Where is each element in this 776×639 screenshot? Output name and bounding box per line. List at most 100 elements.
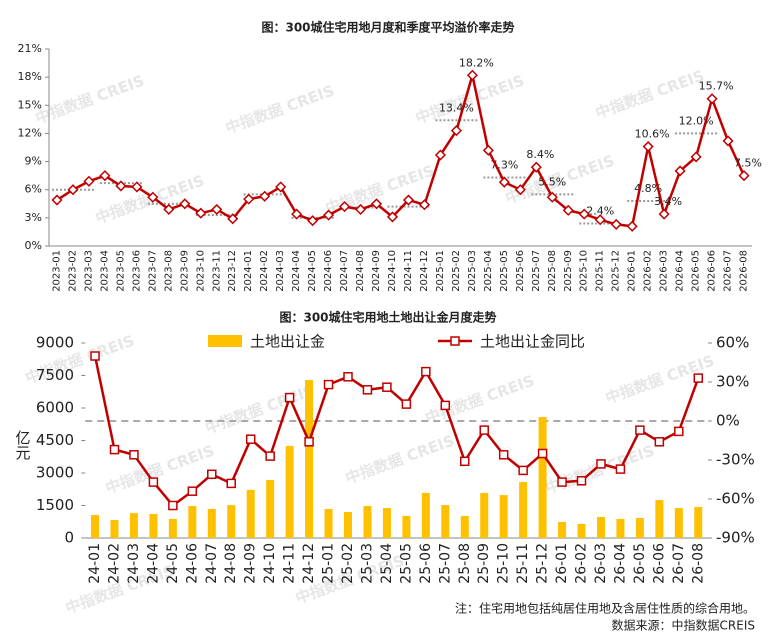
marker xyxy=(514,184,526,196)
marker xyxy=(498,450,509,460)
bar xyxy=(674,508,683,538)
y-tick-label: 15% xyxy=(18,98,42,111)
x-tick-label: 24-01 xyxy=(87,543,103,584)
marker xyxy=(642,141,654,153)
marker xyxy=(460,456,470,467)
bar xyxy=(596,516,605,538)
x-tick-label: 25-01 xyxy=(321,543,337,584)
marker xyxy=(284,392,295,403)
marker xyxy=(304,437,314,447)
marker xyxy=(109,444,120,455)
marker xyxy=(546,191,558,203)
y-tick-label: 0% xyxy=(25,239,42,252)
bar xyxy=(635,518,644,538)
quarter-label: 2.4% xyxy=(586,204,614,217)
legend-label: 土地出让金 xyxy=(250,333,325,351)
bar xyxy=(382,508,391,538)
marker xyxy=(211,203,223,215)
x-tick-label: 2024-06 xyxy=(323,250,334,292)
x-tick-label: 2023-09 xyxy=(179,250,190,292)
x-tick-label: 25-07 xyxy=(437,543,453,584)
marker xyxy=(654,437,665,447)
x-tick-label: 2025-06 xyxy=(515,250,526,292)
bar xyxy=(402,515,411,538)
x-tick-label: 24-11 xyxy=(282,543,298,584)
marker xyxy=(576,476,587,486)
x-tick-label: 2024-09 xyxy=(371,250,382,292)
x-tick-label: 25-06 xyxy=(418,543,434,584)
marker xyxy=(187,486,198,496)
y-tick-label: 0 xyxy=(64,529,74,547)
x-tick-label: 26-03 xyxy=(593,543,609,584)
x-tick-label: 25-08 xyxy=(457,543,473,584)
marker xyxy=(562,204,574,216)
x-tick-label: 2023-11 xyxy=(211,250,222,292)
x-tick-label: 2024-04 xyxy=(291,250,302,292)
x-tick-label: 2023-10 xyxy=(195,250,206,292)
marker xyxy=(291,208,303,220)
x-tick-label: 2024-07 xyxy=(339,250,350,292)
data-label: 15.7% xyxy=(699,80,734,93)
x-tick-label: 2024-03 xyxy=(275,250,286,292)
x-tick-label: 2025-01 xyxy=(435,250,446,292)
marker xyxy=(674,426,684,437)
marker xyxy=(51,194,63,206)
bar xyxy=(266,479,275,538)
x-tick-label: 2023-06 xyxy=(131,250,142,292)
marker xyxy=(343,372,353,382)
marker xyxy=(83,175,95,187)
marker xyxy=(207,469,217,480)
x-tick-label: 26-02 xyxy=(574,543,590,584)
bar xyxy=(227,505,236,538)
marker xyxy=(243,193,255,205)
x-tick-label: 25-02 xyxy=(340,543,356,584)
bar xyxy=(363,505,372,538)
marker xyxy=(594,214,606,226)
x-tick-label: 2023-12 xyxy=(227,250,238,292)
marker xyxy=(498,176,510,188)
x-tick-label: 24-09 xyxy=(243,543,259,584)
x-tick-label: 26-07 xyxy=(671,543,687,584)
bar xyxy=(558,521,567,538)
y2-tick-label: -30% xyxy=(716,451,755,469)
marker xyxy=(421,366,431,377)
marker xyxy=(635,425,645,435)
bar xyxy=(441,505,450,538)
x-tick-label: 2025-11 xyxy=(595,250,606,292)
marker xyxy=(557,477,567,487)
data-label: 8.4% xyxy=(526,148,554,161)
bar xyxy=(305,380,314,538)
marker xyxy=(450,125,462,137)
x-tick-label: 24-03 xyxy=(126,543,142,584)
watermark: 中指数据 CREIS xyxy=(543,442,657,498)
marker xyxy=(738,170,750,182)
x-tick-label: 2025-02 xyxy=(451,250,462,292)
marker xyxy=(690,151,702,163)
x-tick-label: 2023-03 xyxy=(83,250,94,292)
bar xyxy=(499,495,508,538)
x-tick-label: 2024-01 xyxy=(243,250,254,292)
bar xyxy=(616,518,625,538)
y-tick-label: 21% xyxy=(18,42,42,55)
marker xyxy=(245,434,256,444)
x-tick-label: 24-04 xyxy=(145,543,161,584)
marker xyxy=(168,500,178,511)
bar xyxy=(421,492,430,538)
bar xyxy=(110,520,119,538)
marker xyxy=(147,191,159,203)
y-tick-label: 3% xyxy=(25,211,42,224)
y-tick-label: 6000 xyxy=(36,399,74,417)
x-tick-label: 25-09 xyxy=(476,543,492,584)
x-tick-label: 2025-09 xyxy=(563,250,574,292)
marker xyxy=(722,135,734,147)
x-tick-label: 2025-05 xyxy=(499,250,510,292)
marker xyxy=(578,208,590,220)
marker xyxy=(382,382,392,392)
bar xyxy=(460,515,469,538)
bar xyxy=(285,445,294,538)
x-tick-label: 2024-11 xyxy=(403,250,414,292)
marker xyxy=(530,161,542,173)
x-tick-label: 2023-07 xyxy=(147,250,158,292)
x-tick-label: 2026-06 xyxy=(707,250,718,292)
